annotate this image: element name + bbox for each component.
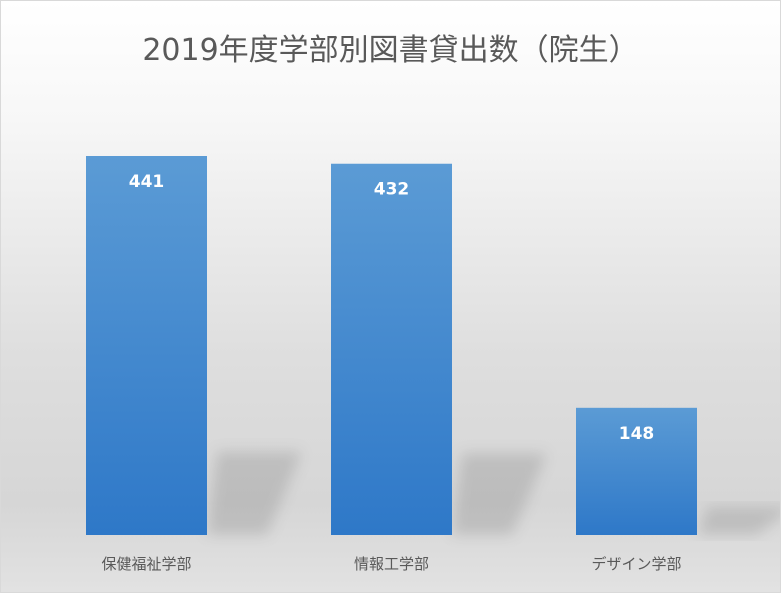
bar-3 <box>576 407 697 535</box>
category-label: 保健福祉学部 <box>101 555 191 573</box>
bar-2 <box>331 163 452 536</box>
bar-shadow <box>207 451 302 535</box>
category-label: デザイン学部 <box>591 555 681 573</box>
data-label: 148 <box>619 424 655 444</box>
bar-shadow <box>697 507 780 535</box>
bar-shadow <box>452 453 547 535</box>
data-label: 432 <box>374 180 410 200</box>
data-label: 441 <box>129 172 165 192</box>
chart-title: 2019年度学部別図書貸出数（院生） <box>142 33 639 68</box>
category-label: 情報工学部 <box>354 555 429 573</box>
bar-1 <box>86 156 207 535</box>
